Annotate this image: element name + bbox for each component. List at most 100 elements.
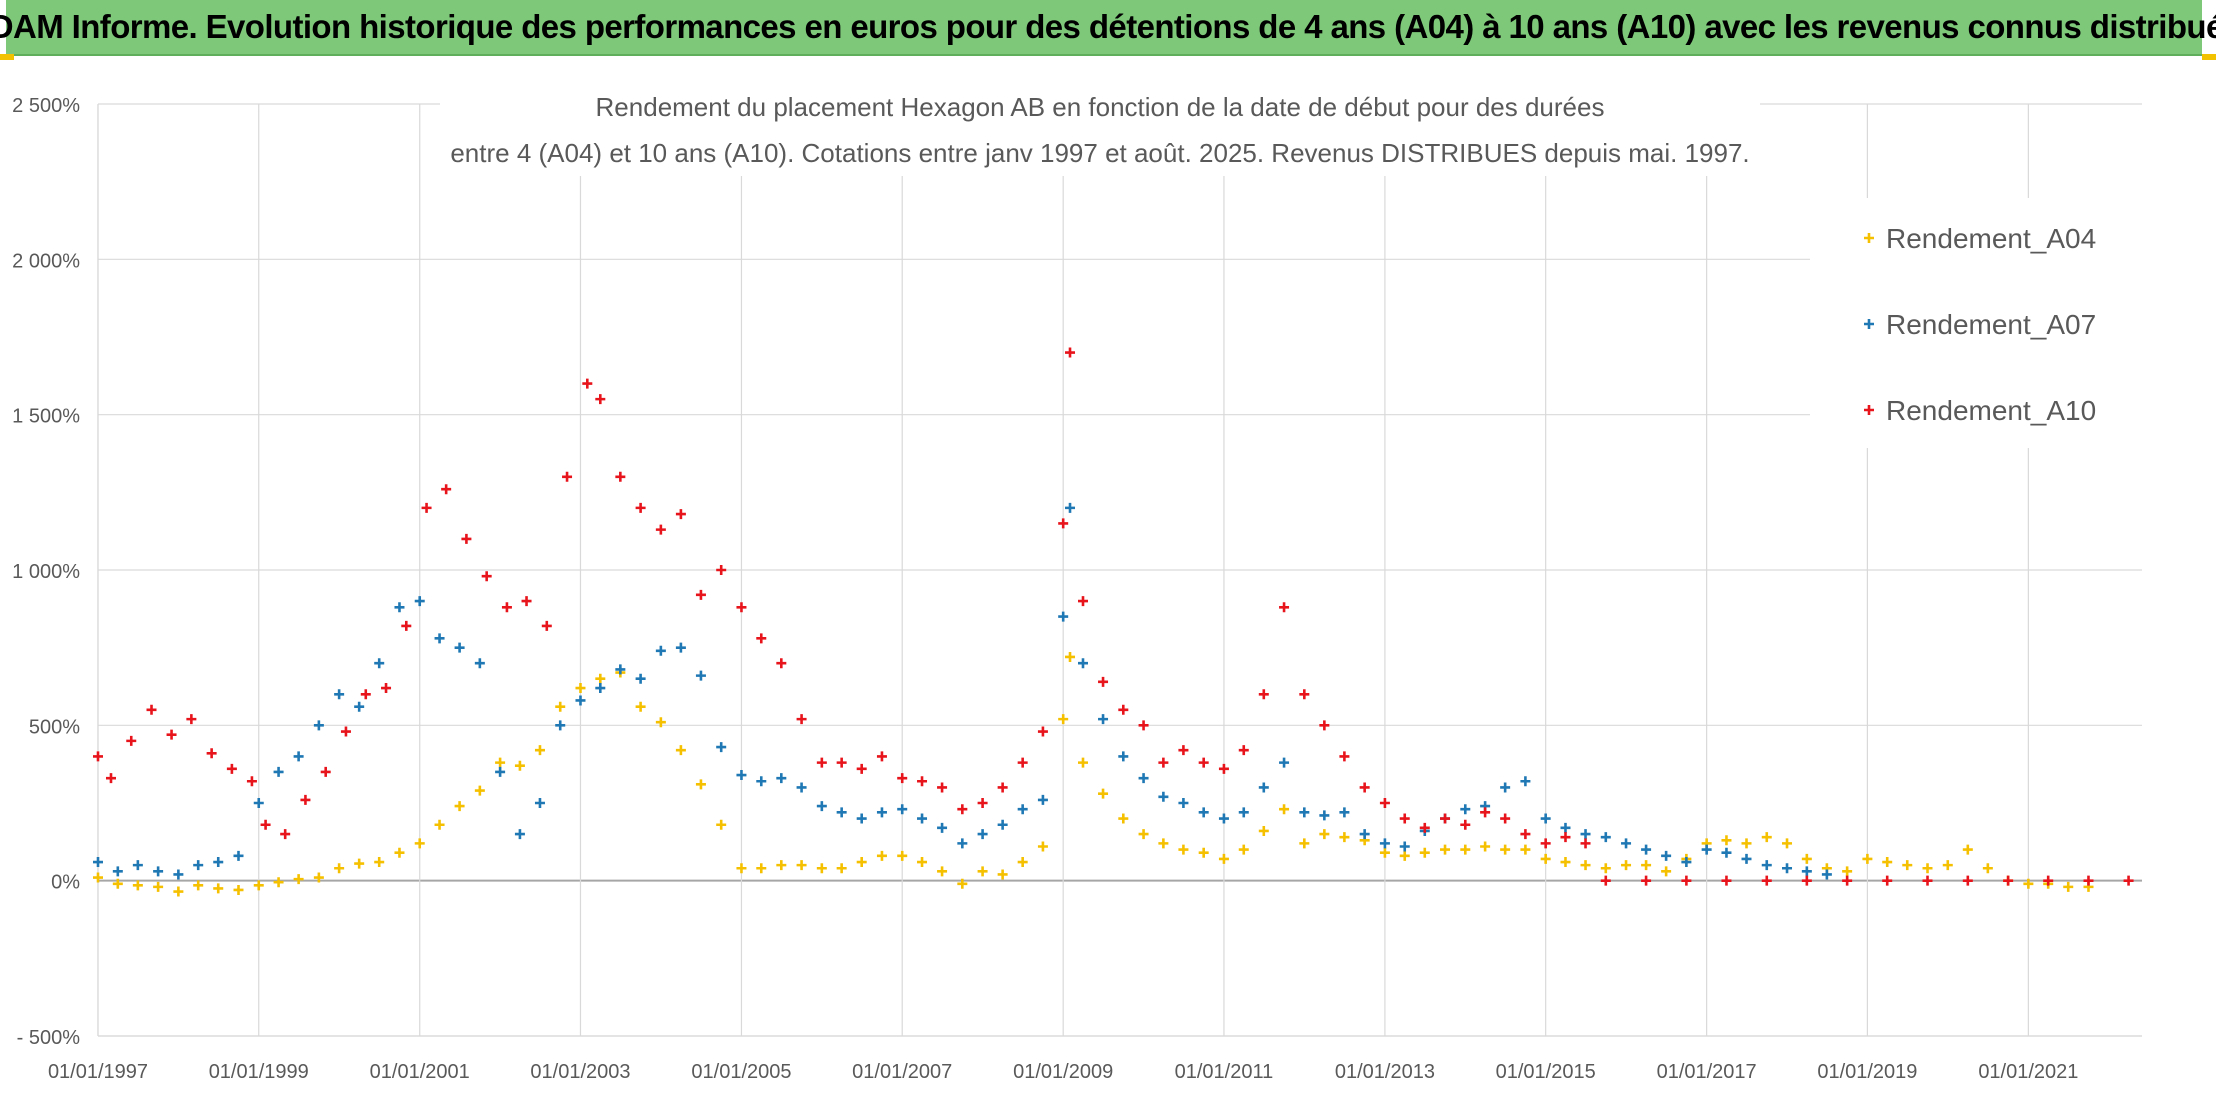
data-point bbox=[374, 658, 385, 669]
data-point bbox=[716, 565, 727, 575]
data-point bbox=[2023, 878, 2034, 889]
data-point bbox=[421, 502, 432, 513]
data-point bbox=[1299, 689, 1310, 700]
data-point bbox=[354, 858, 365, 869]
data-point bbox=[897, 773, 908, 784]
data-point bbox=[1037, 794, 1048, 805]
data-point bbox=[1661, 866, 1672, 877]
data-point bbox=[1178, 745, 1189, 756]
chart-title-line2: entre 4 (A04) et 10 ans (A10). Cotations… bbox=[450, 138, 1749, 168]
data-point bbox=[1600, 875, 1611, 886]
data-point bbox=[213, 883, 224, 894]
corner-accent-right bbox=[2202, 54, 2216, 60]
data-point bbox=[655, 717, 666, 728]
data-point bbox=[1902, 860, 1913, 871]
data-point bbox=[997, 869, 1008, 880]
data-point bbox=[1238, 844, 1249, 855]
data-point bbox=[856, 813, 867, 824]
data-point bbox=[1641, 860, 1652, 871]
data-point bbox=[1339, 832, 1350, 843]
data-point bbox=[534, 745, 545, 756]
data-point bbox=[776, 860, 787, 871]
data-point bbox=[1158, 757, 1169, 768]
x-tick-label: 01/01/1997 bbox=[48, 1061, 148, 1083]
data-point bbox=[495, 757, 506, 768]
data-point bbox=[1681, 857, 1692, 868]
data-point bbox=[253, 880, 264, 891]
data-point bbox=[836, 863, 847, 874]
data-point bbox=[334, 689, 345, 700]
x-tick-label: 01/01/2007 bbox=[852, 1061, 952, 1083]
legend-marker bbox=[1864, 319, 1874, 329]
data-point bbox=[1721, 875, 1732, 886]
data-point bbox=[1761, 875, 1772, 886]
data-point bbox=[836, 807, 847, 818]
data-point bbox=[434, 633, 445, 644]
data-point bbox=[1065, 651, 1076, 662]
data-point bbox=[1580, 860, 1591, 871]
data-point bbox=[1238, 807, 1249, 818]
legend: Rendement_A04 Rendement_A07 Rendement_A10 bbox=[1810, 198, 2142, 448]
data-point bbox=[1942, 860, 1953, 871]
data-point bbox=[1379, 838, 1390, 849]
data-point bbox=[796, 860, 807, 871]
y-tick-label: 2 500% bbox=[12, 95, 80, 117]
data-point bbox=[93, 872, 103, 883]
data-point bbox=[1500, 813, 1511, 824]
data-point bbox=[1258, 825, 1269, 836]
data-point bbox=[1218, 813, 1229, 824]
data-point bbox=[334, 863, 345, 874]
data-point bbox=[273, 766, 284, 777]
data-point bbox=[1065, 347, 1076, 358]
data-point bbox=[153, 866, 164, 877]
data-point bbox=[1058, 518, 1069, 529]
data-point bbox=[1801, 853, 1812, 864]
data-point bbox=[246, 776, 257, 787]
data-point bbox=[695, 589, 706, 600]
data-point bbox=[1339, 807, 1350, 818]
data-point bbox=[166, 729, 177, 740]
data-point bbox=[1258, 782, 1269, 793]
data-point bbox=[595, 673, 606, 684]
data-point bbox=[320, 766, 331, 777]
data-point bbox=[675, 642, 686, 653]
data-point bbox=[796, 782, 807, 793]
data-point bbox=[917, 813, 928, 824]
legend-label: Rendement_A04 bbox=[1886, 223, 2096, 254]
data-point bbox=[1379, 798, 1390, 808]
data-point bbox=[514, 829, 525, 840]
data-point bbox=[186, 714, 197, 725]
data-point bbox=[1178, 798, 1189, 808]
data-point bbox=[541, 620, 552, 631]
banner-title: ADAM Informe. Evolution historique des p… bbox=[0, 8, 2216, 45]
data-point bbox=[555, 701, 566, 712]
data-point bbox=[1621, 860, 1632, 871]
data-point bbox=[937, 866, 948, 877]
data-point bbox=[381, 683, 392, 694]
data-point bbox=[756, 776, 767, 787]
data-point bbox=[1801, 875, 1812, 886]
data-point bbox=[716, 742, 727, 753]
data-point bbox=[1178, 844, 1189, 855]
data-point bbox=[876, 850, 887, 861]
data-point bbox=[1098, 714, 1109, 725]
data-point bbox=[226, 763, 237, 774]
data-point bbox=[1842, 866, 1853, 877]
data-point bbox=[595, 683, 606, 694]
data-point bbox=[1198, 807, 1209, 818]
x-tick-label: 01/01/2003 bbox=[530, 1061, 630, 1083]
corner-accent-left bbox=[0, 54, 14, 60]
data-point bbox=[1440, 813, 1451, 824]
x-tick-label: 01/01/2011 bbox=[1175, 1061, 1274, 1083]
data-point bbox=[977, 798, 988, 808]
x-tick-label: 01/01/2013 bbox=[1335, 1061, 1435, 1083]
data-point bbox=[816, 801, 827, 812]
data-point bbox=[1741, 853, 1752, 864]
data-point bbox=[1821, 869, 1832, 880]
data-point bbox=[635, 673, 646, 684]
data-point bbox=[1922, 863, 1933, 874]
data-point bbox=[260, 819, 271, 830]
data-point bbox=[856, 763, 867, 774]
data-point bbox=[1560, 857, 1571, 868]
data-point bbox=[1922, 875, 1933, 886]
